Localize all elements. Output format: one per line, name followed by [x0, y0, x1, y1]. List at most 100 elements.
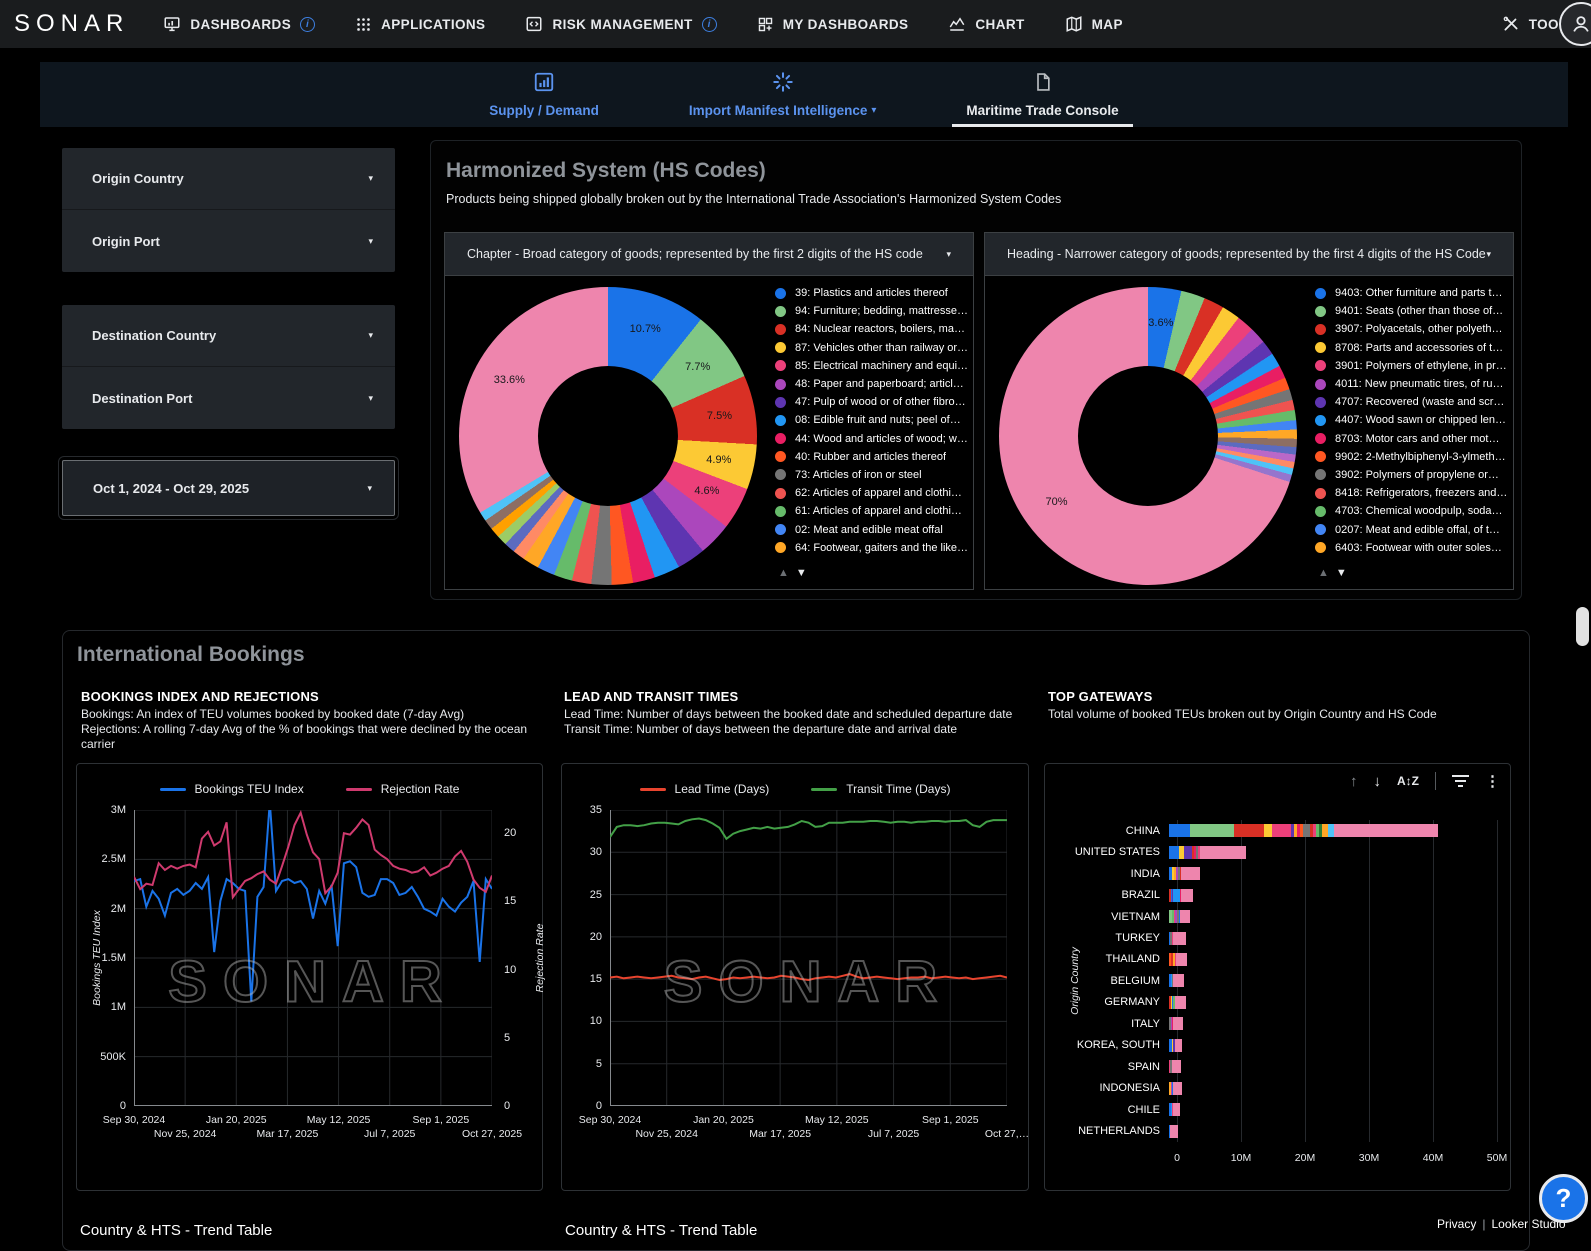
- nav-item-chart[interactable]: CHART: [948, 15, 1024, 33]
- bar-row-turkey: TURKEY: [1045, 927, 1510, 948]
- bar-row-vietnam: VIETNAM: [1045, 906, 1510, 927]
- bar-segment: [1316, 824, 1320, 838]
- filter-origin-port[interactable]: Origin Port ▾: [62, 210, 395, 272]
- bar-segment: [1169, 1081, 1171, 1095]
- nav-item-applications[interactable]: APPLICATIONS: [355, 16, 485, 33]
- nav-label: MAP: [1091, 16, 1123, 32]
- top-gateways-chart-panel: ↑ ↓ A↕Z ⋮ 0 10M 20M 30M 40M 50M CHINA UNITED ST…: [1044, 763, 1511, 1191]
- tab-import-manifest-intelligence[interactable]: Import Manifest Intelligence ▾: [683, 62, 883, 127]
- filter-icon[interactable]: [1452, 774, 1469, 788]
- bar-country-label: SPAIN: [1127, 1060, 1160, 1073]
- bar-segment: [1174, 1038, 1183, 1052]
- donut-slice-label: 10.7%: [629, 323, 661, 336]
- looker-studio-link[interactable]: Looker Studio: [1491, 1217, 1566, 1231]
- page-down-icon[interactable]: ▼: [1335, 567, 1347, 579]
- page-down-icon[interactable]: ▼: [795, 567, 807, 579]
- filter-label: Destination Port: [92, 390, 193, 406]
- bar-segment: [1169, 845, 1180, 859]
- x-axis-tick: 30M: [1358, 1152, 1380, 1164]
- legend-item: 94: Furniture; bedding, mattresse…: [775, 302, 969, 320]
- leadtime-col-header: LEAD AND TRANSIT TIMES Lead Time: Number…: [564, 689, 1034, 737]
- plot-area: [610, 810, 1007, 1106]
- bar-segment: [1299, 824, 1303, 838]
- heading-donut-chart: 3.6% 70%: [999, 287, 1297, 585]
- bookings-col-header: BOOKINGS INDEX AND REJECTIONS Bookings: …: [81, 689, 551, 752]
- sort-az-icon[interactable]: A↕Z: [1397, 774, 1419, 788]
- page-up-icon[interactable]: ▲: [778, 567, 789, 579]
- legend-label: 44: Wood and articles of wood; w…: [795, 432, 968, 445]
- bar-segment: [1310, 824, 1314, 838]
- tab-label: Import Manifest Intelligence: [688, 103, 868, 118]
- legend-dot: [1315, 287, 1326, 299]
- bar-track: [1169, 1017, 1184, 1031]
- line-chart-icon: [948, 15, 966, 33]
- chevron-down-icon: ▾: [368, 235, 373, 246]
- bar-segment: [1271, 824, 1291, 838]
- scrollbar-thumb[interactable]: [1576, 607, 1589, 646]
- heading-dropdown[interactable]: Heading - Narrower category of goods; re…: [985, 233, 1513, 276]
- x-axis-tick: Oct 27,…: [984, 1128, 1030, 1140]
- bar-segment: [1174, 952, 1176, 966]
- legend-item: 3902: Polymers of propylene or…: [1315, 466, 1509, 484]
- tab-supply-demand[interactable]: Supply / Demand: [483, 62, 605, 127]
- bar-segment: [1169, 888, 1171, 902]
- bar-segment: [1195, 845, 1199, 859]
- tab-maritime-trade-console[interactable]: Maritime Trade Console: [952, 62, 1133, 127]
- kebab-menu-icon[interactable]: ⋮: [1485, 773, 1500, 790]
- page-up-icon[interactable]: ▲: [1318, 567, 1329, 579]
- bar-segment: [1170, 974, 1173, 988]
- nav-item-my-dashboards[interactable]: MY DASHBOARDS: [757, 16, 909, 33]
- legend-item: 8703: Motor cars and other mot…: [1315, 430, 1509, 448]
- nav-item-risk-management[interactable]: RISK MANAGEMENT i: [525, 15, 717, 33]
- y-axis-tick: 15: [589, 973, 602, 986]
- nav-item-map[interactable]: MAP: [1065, 15, 1123, 33]
- y-axis-tick: 0: [119, 1100, 126, 1112]
- legend-dot: [775, 360, 786, 372]
- x-axis-tick: 10M: [1230, 1152, 1252, 1164]
- bar-segment: [1263, 824, 1272, 838]
- filter-origin-country[interactable]: Origin Country ▾: [62, 148, 395, 210]
- privacy-link[interactable]: Privacy: [1437, 1217, 1477, 1231]
- help-button[interactable]: ?: [1539, 1174, 1588, 1223]
- date-range-filter[interactable]: Oct 1, 2024 - Oct 29, 2025 ▾: [58, 456, 399, 520]
- legend-dot: [775, 396, 786, 408]
- chapter-dropdown-label: Chapter - Broad category of goods; repre…: [467, 247, 923, 261]
- legend-item: 9902: 2-Methylbiphenyl-3-ylmeth…: [1315, 448, 1509, 466]
- filter-destination-country[interactable]: Destination Country ▾: [62, 305, 395, 367]
- chevron-down-icon: ▾: [946, 248, 951, 259]
- donut-slice-label: 4.9%: [706, 453, 732, 466]
- legend-dot: [775, 323, 786, 335]
- bar-segment: [1172, 1103, 1174, 1117]
- user-avatar[interactable]: [1559, 2, 1591, 46]
- chevron-down-icon: ▾: [871, 105, 877, 116]
- legend-dot: [1315, 469, 1326, 481]
- bar-segment: [1169, 1038, 1172, 1052]
- bar-row-china: CHINA: [1045, 820, 1510, 841]
- legend-item: 47: Pulp of wood or of other fibro…: [775, 393, 969, 411]
- bar-track: [1169, 1060, 1182, 1074]
- bar-segment: [1173, 1081, 1183, 1095]
- gateways-chart-title: TOP GATEWAYS: [1048, 689, 1153, 704]
- bar-segment: [1172, 910, 1175, 924]
- legend-label: 4707: Recovered (waste and scr…: [1335, 396, 1505, 409]
- legend-item: Lead Time (Days): [639, 782, 769, 796]
- gridline: [1433, 820, 1434, 1142]
- chapter-dropdown[interactable]: Chapter - Broad category of goods; repre…: [445, 233, 973, 276]
- sort-up-icon[interactable]: ↑: [1350, 772, 1358, 790]
- y-axis-tick-right: 0: [504, 1100, 511, 1112]
- bar-segment: [1172, 888, 1174, 902]
- legend-item: 8418: Refrigerators, freezers and…: [1315, 484, 1509, 502]
- nav-item-dashboards[interactable]: DASHBOARDS i: [163, 15, 316, 33]
- sort-down-icon[interactable]: ↓: [1373, 772, 1382, 790]
- bar-segment: [1172, 1017, 1174, 1031]
- footer-divider: |: [1482, 1217, 1486, 1231]
- bar-segment: [1321, 824, 1328, 838]
- bar-segment: [1234, 824, 1264, 838]
- bar-country-label: UNITED STATES: [1074, 846, 1160, 859]
- chapter-legend: 39: Plastics and articles thereof 94: Fur…: [775, 284, 969, 557]
- legend-label: 0207: Meat and edible offal, of t…: [1335, 523, 1500, 536]
- leadtime-desc-1: Lead Time: Number of days between the bo…: [564, 707, 1013, 721]
- filter-destination-port[interactable]: Destination Port ▾: [62, 367, 395, 429]
- bar-row-netherlands: NETHERLANDS: [1045, 1121, 1510, 1142]
- legend-item: 64: Footwear, gaiters and the like…: [775, 539, 969, 557]
